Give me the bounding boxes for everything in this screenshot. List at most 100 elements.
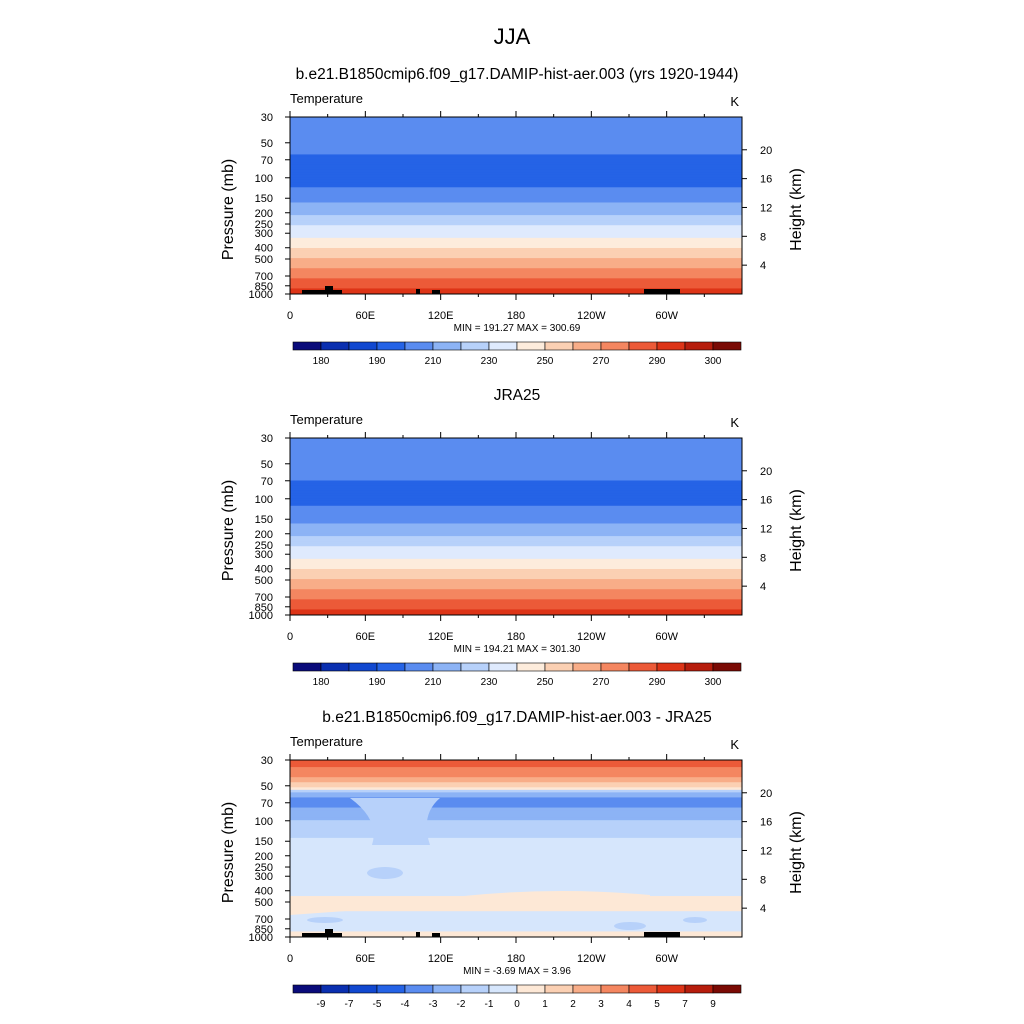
contour-band (290, 863, 742, 867)
contour-band (290, 601, 742, 606)
contour-band (290, 515, 742, 520)
panel-variable-label: Temperature (290, 91, 363, 106)
contour-band (290, 880, 742, 885)
colorbar-label: -7 (345, 999, 354, 1010)
y-tick-label: 50 (261, 459, 273, 471)
contour-band (290, 442, 742, 447)
colorbar-swatch (712, 984, 742, 994)
contour-band (290, 609, 742, 613)
topography-mask (325, 286, 333, 294)
colorbar-swatch (292, 662, 322, 672)
y-tick-label: 850 (255, 924, 273, 936)
contour-band (290, 222, 742, 227)
contour-band (290, 280, 742, 285)
colorbar-swatch (600, 341, 630, 351)
contour-band (290, 820, 742, 824)
colorbar-label: -1 (485, 999, 494, 1010)
contour-band (290, 156, 742, 161)
contour-band (290, 805, 742, 809)
contour-band (290, 230, 742, 234)
contour-band (290, 139, 742, 143)
contour-band (290, 536, 742, 540)
y-tick-label: 50 (261, 138, 273, 150)
y-tick-label: 30 (261, 755, 273, 767)
panel-units-label: K (730, 94, 739, 109)
y-tick-label: 150 (255, 193, 273, 205)
colorbar-swatch (460, 341, 490, 351)
contour-band (290, 199, 742, 204)
contour-band (290, 131, 742, 136)
colorbar-swatch (572, 341, 602, 351)
x-tick-label: 120W (577, 310, 606, 322)
y-tick-label: 700 (255, 592, 273, 604)
y-tick-label: 100 (255, 494, 273, 506)
contour-band (290, 533, 742, 538)
colorbar-swatch (600, 984, 630, 994)
y2-tick-label: 16 (760, 174, 772, 186)
contour-band (290, 825, 742, 829)
contour-band (290, 599, 742, 603)
contour-band (290, 179, 742, 184)
panel-units-label: K (730, 415, 739, 430)
colorbar-label: 180 (313, 677, 330, 688)
topography-mask (416, 932, 420, 937)
contour-band (290, 807, 742, 812)
contour-band (290, 480, 742, 485)
contour-band (290, 586, 742, 591)
x-tick-label: 120W (577, 953, 606, 965)
contour-band (290, 265, 742, 270)
contour-band (290, 822, 742, 827)
colorbar-swatch (320, 341, 350, 351)
contour-band (290, 217, 742, 222)
contour-band (290, 604, 742, 608)
chart-panel-2: JRA25 Temperature K 0 60E 120E 180 120W 60W 30 50 7… (220, 387, 805, 688)
contour-band (290, 477, 742, 482)
colorbar-swatch (684, 984, 714, 994)
contour-band (290, 189, 742, 194)
colorbar-label: 5 (654, 999, 660, 1010)
y2-tick-label: 20 (760, 466, 772, 478)
topography-mask (644, 932, 680, 937)
colorbar-swatch (320, 984, 350, 994)
y-tick-label: 700 (255, 271, 273, 283)
contour-band (290, 815, 742, 819)
colorbar-label: 2 (570, 999, 576, 1010)
contour-band (290, 207, 742, 212)
contour-band (290, 467, 742, 472)
chart-panel-3: b.e21.B1850cmip6.f09_g17.DAMIP-hist-aer.… (220, 709, 805, 1010)
colorbar-swatch (656, 984, 686, 994)
contour-field (290, 438, 742, 615)
contour-band (290, 483, 742, 487)
colorbar-swatch (656, 662, 686, 672)
contour-band (290, 283, 742, 287)
contour-band (290, 513, 742, 517)
contour-band (290, 606, 742, 611)
colorbar-swatch (628, 662, 658, 672)
colorbar-swatch (516, 662, 546, 672)
contour-band (290, 187, 742, 191)
contour-band (290, 205, 742, 209)
contour-band (290, 288, 742, 292)
panel-units-label: K (730, 737, 739, 752)
colorbar-label: 300 (705, 356, 722, 367)
colorbar-swatch (376, 984, 406, 994)
contour-band (290, 141, 742, 146)
y-tick-label: 400 (255, 243, 273, 255)
y-tick-label: 50 (261, 781, 273, 793)
topography-mask (432, 933, 440, 937)
contour-band (290, 270, 742, 275)
colorbar-swatch (376, 341, 406, 351)
colorbar-label: 9 (710, 999, 716, 1010)
y-tick-label: 1000 (249, 610, 273, 622)
colorbar-label: 250 (537, 356, 554, 367)
contour-band (290, 447, 742, 452)
contour-band (290, 858, 742, 862)
contour-band (290, 273, 742, 277)
colorbar-swatch (348, 341, 378, 351)
topography-mask (644, 289, 680, 294)
contour-band (290, 769, 742, 774)
contour-band (290, 561, 742, 565)
colorbar-label: 3 (598, 999, 604, 1010)
contour-band (290, 149, 742, 153)
